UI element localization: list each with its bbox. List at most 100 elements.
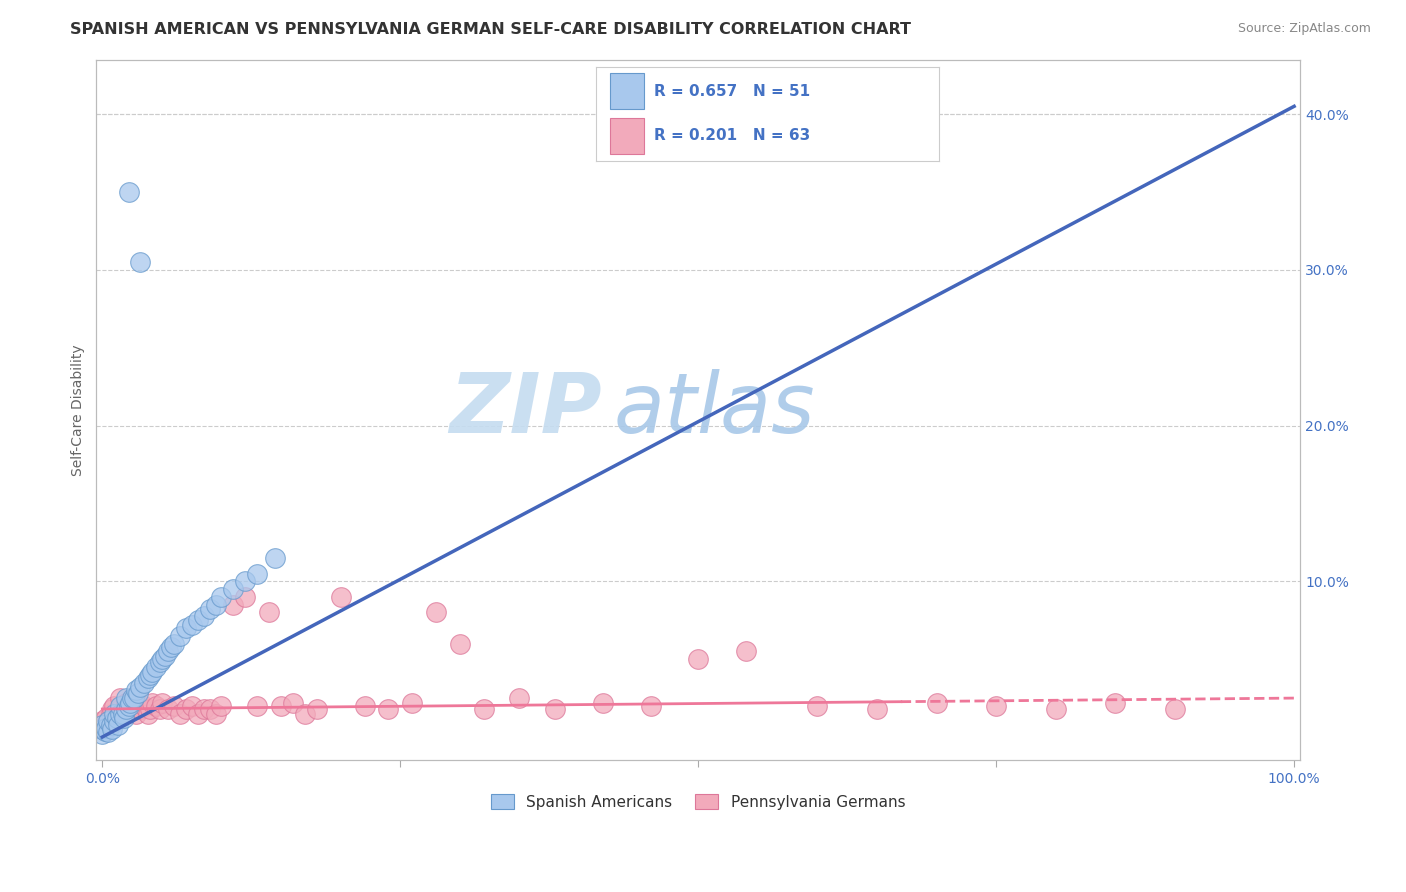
Point	[117, 698, 139, 713]
Point	[472, 702, 495, 716]
Point	[129, 680, 152, 694]
Point	[592, 696, 614, 710]
Point	[107, 717, 129, 731]
Point	[246, 566, 269, 581]
Legend: Spanish Americans, Pennsylvania Germans: Spanish Americans, Pennsylvania Germans	[485, 788, 911, 816]
Point	[233, 574, 256, 589]
Point	[105, 711, 128, 725]
Point	[117, 702, 139, 716]
Point	[103, 698, 125, 713]
Point	[1104, 696, 1126, 710]
Point	[105, 711, 128, 725]
Point	[129, 255, 152, 269]
Point	[121, 698, 143, 713]
Point	[108, 698, 131, 713]
Point	[233, 590, 256, 604]
Point	[180, 698, 202, 713]
Point	[204, 706, 226, 721]
Point	[136, 671, 159, 685]
Point	[329, 590, 352, 604]
Point	[353, 698, 375, 713]
Text: Source: ZipAtlas.com: Source: ZipAtlas.com	[1237, 22, 1371, 36]
Point	[94, 711, 117, 725]
Point	[806, 698, 828, 713]
Point	[115, 696, 138, 710]
Point	[211, 698, 233, 713]
Point	[118, 696, 141, 710]
Point	[174, 702, 197, 716]
Point	[174, 621, 197, 635]
Point	[264, 550, 287, 565]
Point	[111, 706, 134, 721]
Point	[148, 655, 170, 669]
Point	[377, 702, 399, 716]
Point	[91, 727, 114, 741]
Point	[222, 598, 245, 612]
Point	[145, 698, 167, 713]
Point	[198, 602, 221, 616]
Point	[127, 696, 149, 710]
Point	[401, 696, 423, 710]
Point	[115, 691, 138, 706]
Point	[139, 702, 162, 716]
Point	[156, 702, 179, 716]
Point	[101, 702, 124, 716]
Point	[103, 706, 125, 721]
Point	[986, 698, 1008, 713]
Point	[544, 702, 567, 716]
Point	[688, 652, 710, 666]
Point	[145, 660, 167, 674]
Point	[91, 723, 114, 737]
Point	[305, 702, 328, 716]
Point	[640, 698, 662, 713]
Point	[925, 696, 948, 710]
Point	[222, 582, 245, 596]
Point	[94, 721, 117, 735]
Point	[246, 698, 269, 713]
Point	[91, 723, 114, 737]
Point	[112, 711, 135, 725]
Point	[160, 640, 183, 654]
Point	[129, 702, 152, 716]
Point	[91, 717, 114, 731]
Point	[257, 606, 280, 620]
Point	[169, 629, 191, 643]
Point	[93, 717, 115, 731]
Point	[508, 691, 530, 706]
Point	[193, 702, 215, 716]
Point	[141, 665, 163, 679]
Point	[211, 590, 233, 604]
Point	[108, 706, 131, 721]
Text: SPANISH AMERICAN VS PENNSYLVANIA GERMAN SELF-CARE DISABILITY CORRELATION CHART: SPANISH AMERICAN VS PENNSYLVANIA GERMAN …	[70, 22, 911, 37]
Point	[132, 675, 155, 690]
Point	[124, 691, 146, 706]
Point	[155, 648, 177, 663]
Point	[180, 618, 202, 632]
Point	[150, 696, 173, 710]
Point	[270, 698, 292, 713]
Point	[866, 702, 889, 716]
Point	[100, 717, 122, 731]
Point	[198, 702, 221, 716]
Point	[163, 637, 186, 651]
Point	[136, 706, 159, 721]
Point	[169, 706, 191, 721]
Point	[187, 613, 209, 627]
Point	[103, 714, 125, 729]
Point	[150, 652, 173, 666]
Point	[125, 683, 148, 698]
Point	[97, 714, 120, 729]
Point	[204, 598, 226, 612]
Point	[294, 706, 316, 721]
Y-axis label: Self-Care Disability: Self-Care Disability	[72, 344, 86, 475]
Point	[112, 706, 135, 721]
Point	[425, 606, 447, 620]
Point	[117, 185, 139, 199]
Point	[148, 702, 170, 716]
Text: ZIP: ZIP	[450, 369, 602, 450]
Point	[139, 667, 162, 681]
Point	[156, 644, 179, 658]
Point	[163, 698, 186, 713]
Point	[97, 714, 120, 729]
Text: atlas: atlas	[614, 369, 815, 450]
